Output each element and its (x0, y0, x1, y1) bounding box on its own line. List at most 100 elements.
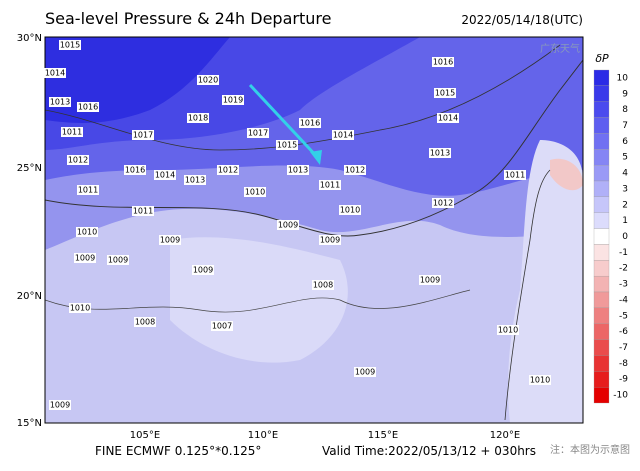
colorbar-cell (593, 291, 610, 309)
contour-label-bg (184, 175, 206, 185)
footer-model: FINE ECMWF 0.125°*0.125° (95, 444, 261, 458)
contour-label: 1016 (300, 119, 320, 128)
contour-label-bg (77, 102, 99, 112)
time: 2022/05/14/18(UTC) (461, 13, 583, 27)
colorbar-cell (593, 149, 610, 166)
contour-label: 1012 (433, 199, 453, 208)
colorbar-cell (593, 355, 610, 372)
contour-label: 1011 (78, 186, 98, 195)
colorbar-label: 3 (622, 184, 628, 194)
contour-label-bg (154, 170, 176, 180)
contour-label-bg (277, 220, 299, 230)
colorbar-cell (593, 117, 610, 134)
contour-label: 1019 (223, 96, 243, 105)
lat-label: 15°N (17, 418, 42, 429)
contour-label: 1010 (245, 188, 265, 197)
colorbar-cell (593, 85, 610, 102)
contour-label-bg (437, 113, 459, 123)
contour-label-bg (299, 118, 321, 128)
contour-label: 1018 (188, 114, 208, 123)
colorbar-label: 4 (622, 169, 628, 179)
colorbar-cell (593, 101, 610, 118)
contour-label-bg (529, 375, 551, 385)
lon-label: 115°E (368, 430, 398, 441)
colorbar-cell (593, 275, 610, 293)
contour-label: 1011 (505, 171, 525, 180)
contour-label-bg (49, 97, 71, 107)
contour-label-bg (49, 400, 71, 410)
contour-label: 1009 (160, 236, 180, 245)
colorbar-label: -2 (619, 264, 628, 274)
arrow (248, 83, 322, 162)
contour-label: 1009 (355, 368, 375, 377)
contour-label: 1009 (50, 401, 70, 410)
lon-label: 120°E (490, 430, 520, 441)
contour-label: 1016 (78, 103, 98, 112)
contour-label: 1009 (75, 254, 95, 263)
colorbar-label: 0 (622, 232, 628, 242)
colorbar-cell (593, 180, 610, 198)
contour-label: 1009 (278, 221, 298, 230)
contour-label-bg (319, 235, 341, 245)
contour-label: 1012 (68, 156, 88, 165)
colorbar-label: -9 (619, 375, 628, 385)
contour-label-bg (247, 128, 269, 138)
colorbar-label: -4 (619, 295, 628, 305)
colorbar-label: 1 (622, 216, 628, 226)
contour-label-bg (276, 140, 298, 150)
contour-label-bg (69, 303, 91, 313)
colorbar-label: -5 (619, 311, 628, 321)
contour-label-bg (504, 170, 526, 180)
contour-label: 1011 (320, 181, 340, 190)
contour-label-bg (344, 165, 366, 175)
contour-label: 1013 (430, 149, 450, 158)
contour-label: 1017 (248, 129, 268, 138)
contour-label: 1011 (133, 207, 153, 216)
contour-label: 1015 (277, 141, 297, 150)
contour-label-bg (497, 325, 519, 335)
contour-label-bg (132, 130, 154, 140)
footer-valid: Valid Time:2022/05/13/12 + 030hrs (322, 444, 536, 458)
contour-label: 1010 (77, 228, 97, 237)
contour-label-bg (287, 165, 309, 175)
colorbar-cell (593, 323, 610, 340)
contour-label: 1016 (125, 166, 145, 175)
contour-label-bg (67, 155, 89, 165)
contour-labels: 1015 1014 1013 1016 1011 1012 1011 1016 1017 1018… (44, 40, 551, 410)
contour-label-bg (419, 275, 441, 285)
colorbar-label: 8 (622, 105, 628, 115)
contour-label-bg (354, 367, 376, 377)
lon-axis: 105°E 110°E 115°E 120°E (130, 430, 520, 441)
map (45, 37, 583, 423)
colorbar-cell (593, 260, 610, 277)
lat-label: 25°N (17, 163, 42, 174)
contour-label-bg (159, 235, 181, 245)
contour-label: 1012 (218, 166, 238, 175)
colorbar-label: 2 (622, 200, 628, 210)
contour-label-bg (429, 148, 451, 158)
contour-label-bg (211, 321, 233, 331)
contour-label: 1014 (155, 171, 175, 180)
colorbar-title: δP (595, 52, 609, 65)
colorbar-cell (593, 212, 610, 229)
contour-label: 1017 (133, 131, 153, 140)
contour-label: 1010 (530, 376, 550, 385)
colorbar-cell (593, 244, 610, 261)
contour-label-bg (222, 95, 244, 105)
colorbar-cell (593, 228, 610, 245)
title: Sea-level Pressure & 24h Departure (45, 9, 331, 28)
colorbar-label: -3 (619, 280, 628, 290)
contour-label-bg (74, 253, 96, 263)
contour-label: 1014 (438, 114, 458, 123)
contour-label: 1009 (420, 276, 440, 285)
contour-label: 1010 (498, 326, 518, 335)
colorbar-cell (593, 69, 610, 87)
colorbar-cell (593, 307, 610, 324)
contour-label: 1013 (50, 98, 70, 107)
contour-label-bg (432, 57, 454, 67)
colorbar-cell (593, 371, 610, 388)
colorbar-cell (593, 386, 610, 404)
contour-label-bg (76, 227, 98, 237)
colorbar-label: 6 (622, 137, 628, 147)
